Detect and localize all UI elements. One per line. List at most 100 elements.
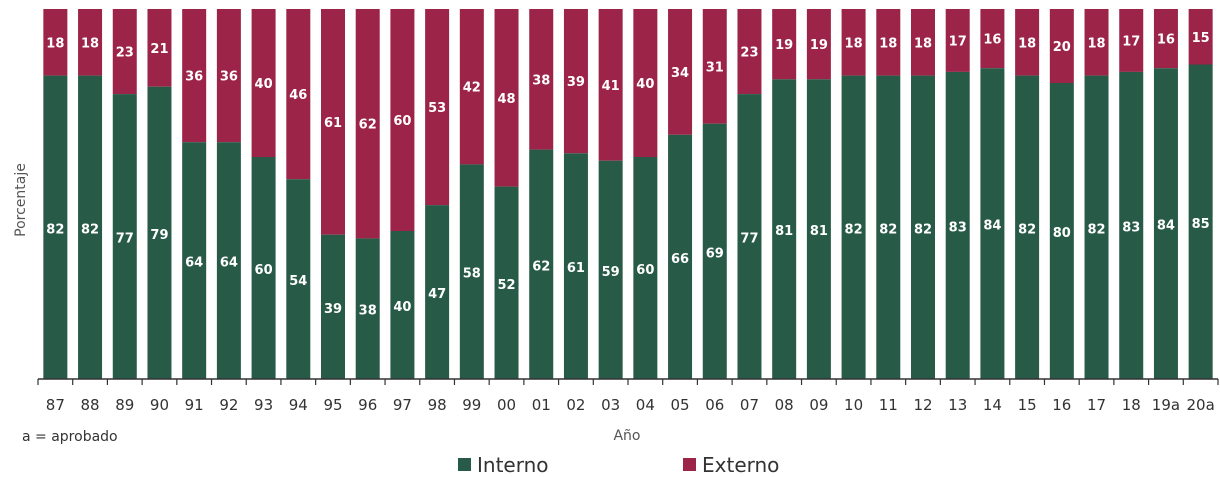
label-externo-11: 18 — [879, 36, 897, 51]
label-interno-06: 69 — [706, 246, 724, 261]
label-externo-99: 42 — [463, 81, 481, 96]
bar-externo-16 — [1049, 9, 1074, 83]
label-interno-97: 40 — [393, 300, 411, 315]
x-tick-label-97: 97 — [393, 396, 412, 414]
x-tick-label-08: 08 — [775, 396, 794, 414]
x-tick-label-90: 90 — [150, 396, 169, 414]
label-externo-98: 53 — [428, 101, 446, 116]
label-externo-15: 18 — [1018, 36, 1036, 51]
bar-externo-03 — [598, 9, 623, 161]
label-interno-90: 79 — [150, 228, 168, 243]
bar-externo-15 — [1015, 9, 1040, 76]
bar-externo-04 — [633, 9, 658, 157]
bar-externo-94 — [286, 9, 311, 180]
bar-interno-99 — [459, 164, 484, 379]
bar-interno-10 — [841, 75, 866, 379]
bar-externo-90 — [147, 9, 172, 87]
bar-externo-18 — [1119, 9, 1144, 72]
bar-externo-20a — [1188, 9, 1213, 65]
bar-interno-96 — [355, 238, 380, 379]
bar-interno-07 — [737, 94, 762, 379]
legend: Interno Externo — [458, 453, 779, 477]
label-interno-16: 80 — [1053, 226, 1071, 241]
bar-interno-87 — [43, 75, 68, 379]
x-tick-label-92: 92 — [219, 396, 238, 414]
label-interno-92: 64 — [220, 256, 238, 271]
label-externo-89: 23 — [116, 46, 134, 61]
label-interno-12: 82 — [914, 222, 932, 237]
bar-externo-14 — [980, 9, 1005, 69]
x-tick-label-15: 15 — [1018, 396, 1037, 414]
bar-interno-03 — [598, 160, 623, 379]
label-interno-98: 47 — [428, 287, 446, 302]
label-interno-11: 82 — [879, 222, 897, 237]
x-tick-label-20a: 20a — [1187, 396, 1215, 414]
label-interno-87: 82 — [46, 222, 64, 237]
x-tick-label-10: 10 — [844, 396, 863, 414]
x-tick-label-09: 09 — [809, 396, 828, 414]
x-tick-label-07: 07 — [740, 396, 759, 414]
label-interno-03: 59 — [602, 265, 620, 280]
label-externo-14: 16 — [983, 33, 1001, 48]
label-interno-01: 62 — [532, 259, 550, 274]
label-interno-13: 83 — [949, 220, 967, 235]
bar-externo-11 — [876, 9, 901, 76]
x-tick-label-02: 02 — [566, 396, 585, 414]
x-tick-label-99: 99 — [462, 396, 481, 414]
label-interno-05: 66 — [671, 252, 689, 267]
x-tick-label-04: 04 — [636, 396, 655, 414]
label-externo-13: 17 — [949, 34, 967, 49]
label-interno-91: 64 — [185, 256, 203, 271]
label-interno-18: 83 — [1122, 220, 1140, 235]
x-tick-label-98: 98 — [428, 396, 447, 414]
bar-externo-93 — [251, 9, 276, 157]
x-tick-label-17: 17 — [1087, 396, 1106, 414]
x-tick-label-93: 93 — [254, 396, 273, 414]
bar-externo-19a — [1153, 9, 1178, 69]
label-interno-99: 58 — [463, 267, 481, 282]
label-interno-19a: 84 — [1157, 219, 1175, 234]
bar-interno-19a — [1153, 68, 1178, 379]
bar-interno-20a — [1188, 64, 1213, 379]
label-externo-19a: 16 — [1157, 33, 1175, 48]
label-interno-89: 77 — [116, 232, 134, 247]
legend-swatch-interno — [458, 458, 471, 471]
bar-externo-13 — [945, 9, 970, 72]
label-interno-10: 82 — [845, 222, 863, 237]
label-externo-17: 18 — [1087, 36, 1105, 51]
bar-interno-06 — [702, 123, 727, 379]
bar-interno-90 — [147, 86, 172, 379]
bar-interno-17 — [1084, 75, 1109, 379]
bar-externo-91 — [182, 9, 207, 143]
label-interno-96: 38 — [359, 304, 377, 319]
bar-interno-12 — [911, 75, 935, 379]
label-externo-06: 31 — [706, 60, 724, 75]
x-tick-label-87: 87 — [46, 396, 65, 414]
bar-externo-97 — [390, 9, 415, 231]
bar-interno-14 — [980, 68, 1005, 379]
bar-externo-01 — [529, 9, 554, 150]
bar-interno-01 — [529, 149, 554, 379]
bar-interno-89 — [112, 94, 137, 379]
x-tick-label-91: 91 — [185, 396, 204, 414]
x-tick-label-06: 06 — [705, 396, 724, 414]
label-externo-92: 36 — [220, 70, 238, 85]
label-interno-94: 54 — [289, 274, 307, 289]
bar-interno-16 — [1049, 83, 1074, 379]
bar-interno-94 — [286, 179, 311, 379]
label-interno-17: 82 — [1087, 222, 1105, 237]
label-externo-01: 38 — [532, 73, 550, 88]
bar-interno-00 — [494, 186, 519, 379]
label-interno-14: 84 — [983, 219, 1001, 234]
label-interno-02: 61 — [567, 261, 585, 276]
label-externo-12: 18 — [914, 36, 932, 51]
label-externo-04: 40 — [636, 77, 654, 92]
x-tick-label-19a: 19a — [1152, 396, 1180, 414]
bar-externo-96 — [355, 9, 380, 239]
bar-interno-18 — [1119, 71, 1144, 380]
label-externo-18: 17 — [1122, 34, 1140, 49]
x-tick-label-11: 11 — [879, 396, 898, 414]
bar-externo-17 — [1084, 9, 1109, 76]
label-externo-94: 46 — [289, 88, 307, 103]
label-externo-90: 21 — [150, 42, 168, 57]
